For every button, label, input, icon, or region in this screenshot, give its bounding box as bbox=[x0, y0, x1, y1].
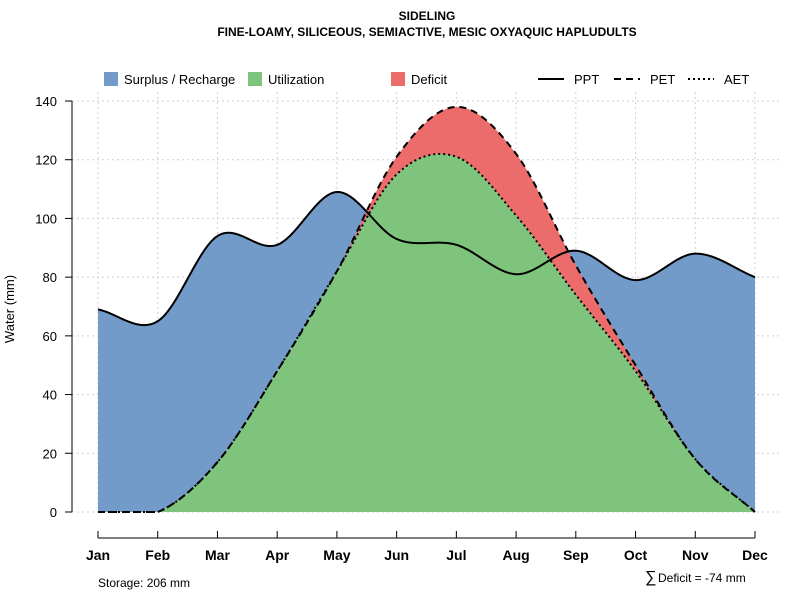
legend-label-aet: AET bbox=[724, 72, 749, 87]
storage-note: Storage: 206 mm bbox=[98, 576, 190, 590]
y-tick-label: 120 bbox=[35, 153, 57, 168]
utilization-area bbox=[98, 153, 755, 512]
axes: 0 20 40 60 80 100 120 140 Jan Feb Mar Apr May Jun Jul A… bbox=[35, 94, 768, 563]
y-tick-label: 100 bbox=[35, 211, 57, 226]
y-axis-label: Water (mm) bbox=[2, 275, 17, 343]
legend-swatch-utilization bbox=[248, 72, 262, 86]
lines-layer bbox=[97, 105, 756, 513]
deficit-note: Deficit = -74 mm bbox=[658, 571, 746, 585]
deficit-sum-symbol: ∑ bbox=[645, 569, 656, 586]
x-tick-label-nov: Nov bbox=[682, 547, 709, 563]
x-tick-label-dec: Dec bbox=[742, 547, 768, 563]
x-tick-label-jul: Jul bbox=[446, 547, 466, 563]
aet-line bbox=[98, 152, 756, 513]
legend-label-deficit: Deficit bbox=[411, 72, 448, 87]
legend-swatch-deficit bbox=[391, 72, 405, 86]
legend-label-surplus-recharge: Surplus / Recharge bbox=[124, 72, 235, 87]
legend-label-pet: PET bbox=[650, 72, 675, 87]
legend-swatch-surplus-recharge bbox=[104, 72, 118, 86]
y-tick-label: 20 bbox=[43, 446, 57, 461]
legend: Surplus / Recharge Utilization Deficit PPT P… bbox=[104, 72, 749, 87]
x-tick-label-jun: Jun bbox=[384, 547, 409, 563]
legend-label-utilization: Utilization bbox=[268, 72, 324, 87]
y-tick-label: 60 bbox=[43, 329, 57, 344]
y-tick-label: 80 bbox=[43, 270, 57, 285]
x-tick-label-oct: Oct bbox=[624, 547, 648, 563]
x-tick-label-feb: Feb bbox=[145, 547, 170, 563]
x-tick-label-mar: Mar bbox=[205, 547, 230, 563]
pet-line bbox=[98, 105, 756, 513]
legend-label-ppt: PPT bbox=[574, 72, 599, 87]
ppt-line bbox=[97, 191, 756, 327]
x-tick-label-apr: Apr bbox=[265, 547, 290, 563]
y-tick-label: 40 bbox=[43, 388, 57, 403]
x-tick-label-may: May bbox=[323, 547, 350, 563]
chart-subtitle: FINE-LOAMY, SILICEOUS, SEMIACTIVE, MESIC… bbox=[217, 25, 636, 39]
x-tick-label-jan: Jan bbox=[86, 547, 110, 563]
x-tick-label-sep: Sep bbox=[563, 547, 589, 563]
chart-title: SIDELING bbox=[399, 9, 456, 23]
areas-layer bbox=[98, 106, 755, 513]
y-tick-label: 0 bbox=[50, 505, 57, 520]
y-tick-label: 140 bbox=[35, 94, 57, 109]
x-tick-label-aug: Aug bbox=[502, 547, 529, 563]
